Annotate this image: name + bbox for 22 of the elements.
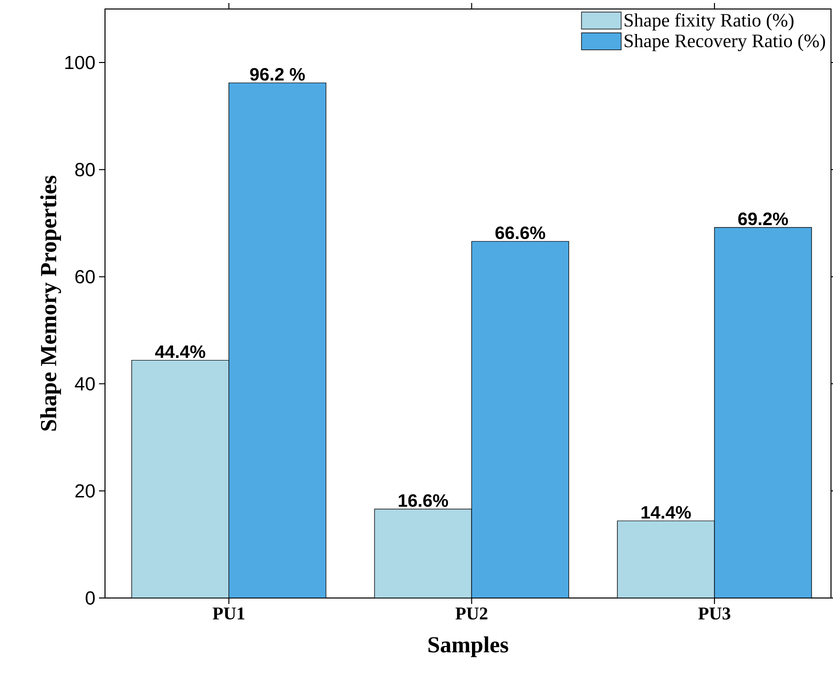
bar [131,360,230,598]
y-axis-title: Shape Memory Properties [40,176,62,431]
x-tick-label: PU2 [456,608,488,620]
legend-label: Shape Recovery Ratio (%) [624,34,826,52]
data-label: 14.4% [642,506,691,519]
y-tick-label: 40 [74,377,95,391]
bar [617,520,715,598]
y-tick-label: 0 [86,591,95,605]
bar [374,508,472,598]
y-tick-label: 20 [75,484,95,498]
y-tick-label: 80 [75,162,95,176]
data-label: 44.4% [155,345,206,358]
legend-label: Shape fixity Ratio (%) [624,13,794,31]
x-tick-label: PU1 [212,608,244,620]
x-tick-label: PU3 [698,608,730,620]
x-axis-title: Samples [428,636,508,658]
data-label: 66.6% [495,226,546,240]
y-tick-label: 60 [75,270,95,284]
data-label: 69.2% [738,212,788,226]
data-label: 96.2 % [250,68,305,81]
data-label: 16.6% [398,494,448,507]
y-tick-label: 100 [65,56,95,70]
